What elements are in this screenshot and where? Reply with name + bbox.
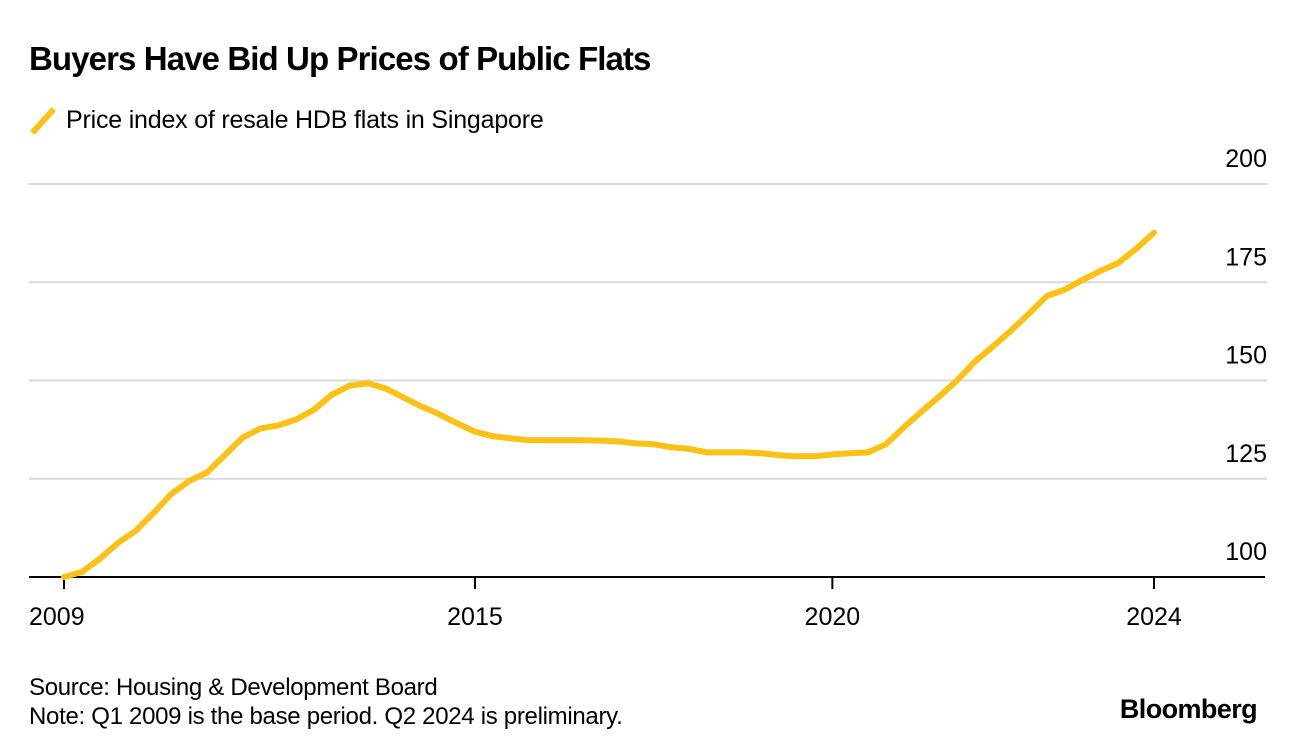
bloomberg-logo: Bloomberg [1119, 694, 1258, 724]
footer: Source: Housing & Development Board Note… [29, 673, 623, 731]
series-layer [61, 229, 1157, 580]
x-tick-label: 2009 [29, 603, 85, 631]
chart-title: Buyers Have Bid Up Prices of Public Flat… [29, 40, 651, 77]
x-axis: 2009 2015 2020 2024 [29, 576, 1265, 631]
y-axis-ticks: 100 125 150 175 200 [1225, 145, 1267, 566]
y-tick-label: 150 [1225, 342, 1267, 370]
x-tick-label: 2015 [447, 603, 503, 631]
x-tick-label: 2020 [805, 603, 861, 631]
legend: Price index of resale HDB flats in Singa… [28, 106, 544, 135]
y-tick-label: 175 [1225, 243, 1267, 271]
methodology-note: Note: Q1 2009 is the base period. Q2 202… [29, 703, 623, 730]
legend-label: Price index of resale HDB flats in Singa… [66, 106, 544, 134]
x-tick-label: 2024 [1126, 603, 1182, 631]
y-tick-label: 125 [1225, 440, 1267, 468]
source-note: Source: Housing & Development Board [29, 674, 438, 701]
series-line [61, 229, 1157, 580]
y-tick-label: 100 [1225, 538, 1267, 566]
gridlines [29, 183, 1267, 480]
y-tick-label: 200 [1225, 145, 1267, 173]
